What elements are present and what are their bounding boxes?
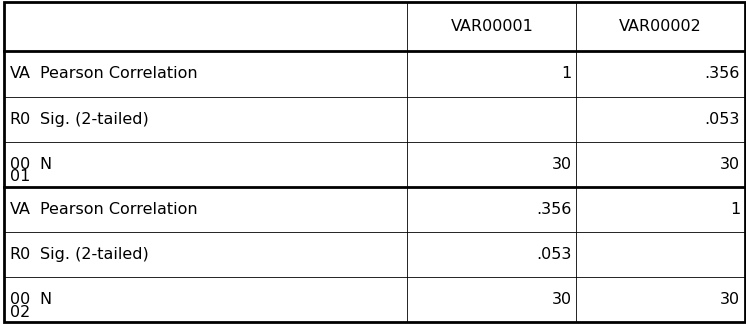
Text: Sig. (2-tailed): Sig. (2-tailed): [40, 111, 148, 127]
Text: VAR00002: VAR00002: [619, 19, 702, 34]
Text: 1: 1: [730, 202, 740, 217]
Text: .053: .053: [536, 247, 572, 262]
Text: 00: 00: [10, 157, 30, 172]
Text: VAR00001: VAR00001: [451, 19, 533, 34]
Text: N: N: [40, 292, 51, 307]
Text: .356: .356: [536, 202, 572, 217]
Text: .356: .356: [705, 66, 740, 81]
Text: N: N: [40, 157, 51, 172]
Text: Sig. (2-tailed): Sig. (2-tailed): [40, 247, 148, 262]
Text: R0: R0: [10, 111, 31, 127]
Text: 00: 00: [10, 292, 30, 307]
Text: VA: VA: [10, 66, 31, 81]
Text: VA: VA: [10, 202, 31, 217]
Text: .053: .053: [705, 111, 740, 127]
Text: Pearson Correlation: Pearson Correlation: [40, 66, 197, 81]
Text: 02: 02: [10, 305, 30, 320]
Text: 30: 30: [552, 157, 572, 172]
Text: R0: R0: [10, 247, 31, 262]
Text: Pearson Correlation: Pearson Correlation: [40, 202, 197, 217]
Text: 30: 30: [720, 292, 740, 307]
Text: 30: 30: [720, 157, 740, 172]
Text: 01: 01: [10, 169, 30, 184]
Text: 1: 1: [562, 66, 572, 81]
Text: 30: 30: [552, 292, 572, 307]
